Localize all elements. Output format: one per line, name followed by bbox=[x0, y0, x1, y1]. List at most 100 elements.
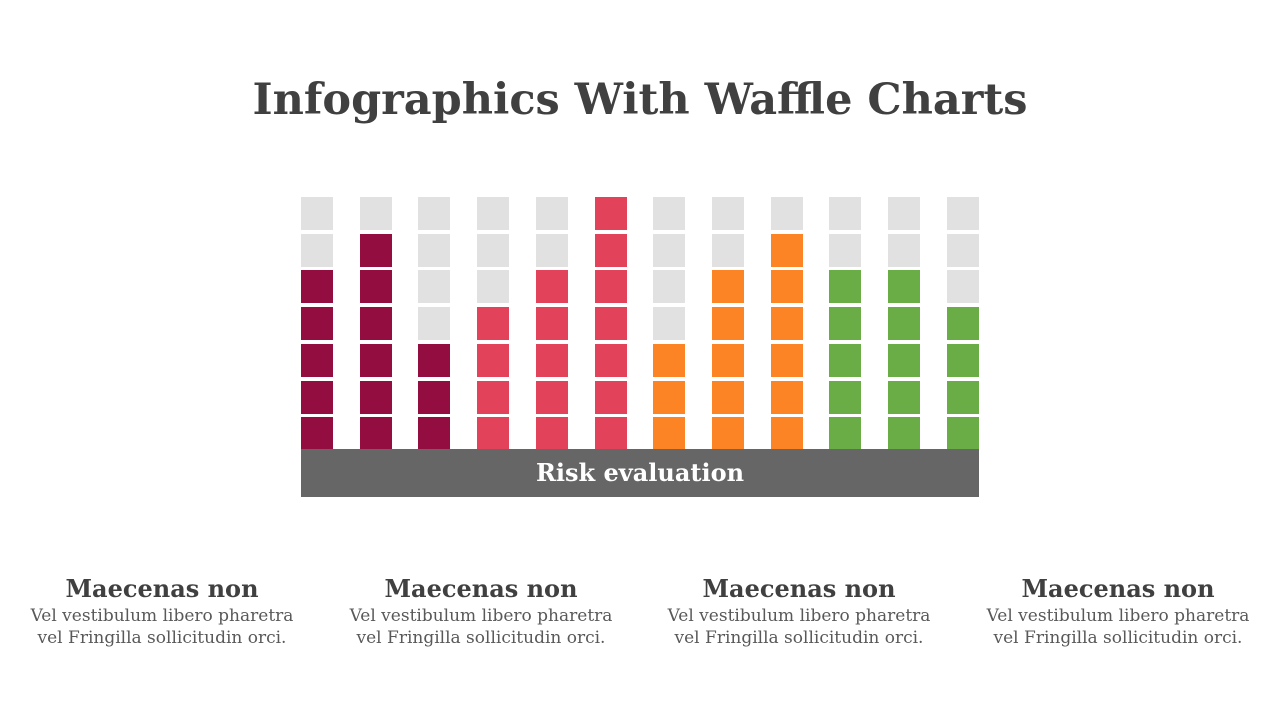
waffle-cell-empty bbox=[829, 234, 861, 267]
waffle-cell-empty bbox=[771, 197, 803, 230]
waffle-cell-filled bbox=[477, 344, 509, 377]
waffle-cell-empty bbox=[477, 270, 509, 303]
waffle-cell-filled bbox=[595, 344, 627, 377]
waffle-cell-empty bbox=[888, 234, 920, 267]
waffle-cell-filled bbox=[595, 381, 627, 414]
waffle-cell-filled bbox=[301, 270, 333, 303]
waffle-cell-filled bbox=[536, 344, 568, 377]
waffle-cell-filled bbox=[712, 307, 744, 340]
info-card-2: Maecenas non Vel vestibulum libero phare… bbox=[331, 573, 631, 649]
waffle-cell-filled bbox=[829, 381, 861, 414]
waffle-cell-empty bbox=[536, 197, 568, 230]
card-text-line-2: vel Fringilla sollicitudin orci. bbox=[356, 628, 606, 648]
waffle-cell-empty bbox=[829, 197, 861, 230]
waffle-cell-filled bbox=[360, 381, 392, 414]
info-card-4: Maecenas non Vel vestibulum libero phare… bbox=[968, 573, 1268, 649]
waffle-cell-empty bbox=[653, 234, 685, 267]
waffle-cell-filled bbox=[653, 381, 685, 414]
waffle-cell-filled bbox=[360, 307, 392, 340]
waffle-cell-filled bbox=[771, 307, 803, 340]
waffle-cell-filled bbox=[712, 344, 744, 377]
waffle-cell-filled bbox=[595, 417, 627, 450]
card-text-line-2: vel Fringilla sollicitudin orci. bbox=[993, 628, 1243, 648]
waffle-cell-filled bbox=[829, 417, 861, 450]
waffle-cell-filled bbox=[536, 307, 568, 340]
waffle-cell-filled bbox=[477, 307, 509, 340]
waffle-cell-filled bbox=[653, 417, 685, 450]
waffle-cell-empty bbox=[947, 234, 979, 267]
waffle-cell-empty bbox=[418, 234, 450, 267]
waffle-cell-empty bbox=[947, 197, 979, 230]
card-text-line-1: Vel vestibulum libero pharetra bbox=[349, 606, 613, 626]
waffle-cell-filled bbox=[712, 381, 744, 414]
waffle-cell-filled bbox=[360, 234, 392, 267]
waffle-cell-filled bbox=[418, 417, 450, 450]
waffle-cell-filled bbox=[771, 270, 803, 303]
waffle-cell-filled bbox=[536, 417, 568, 450]
waffle-cell-filled bbox=[595, 197, 627, 230]
waffle-cell-filled bbox=[301, 381, 333, 414]
waffle-cell-filled bbox=[771, 234, 803, 267]
risk-evaluation-label: Risk evaluation bbox=[301, 449, 979, 497]
waffle-cell-filled bbox=[888, 381, 920, 414]
waffle-cell-filled bbox=[301, 417, 333, 450]
waffle-cell-empty bbox=[360, 197, 392, 230]
waffle-cell-filled bbox=[595, 234, 627, 267]
waffle-cell-filled bbox=[888, 307, 920, 340]
waffle-cell-filled bbox=[595, 270, 627, 303]
waffle-cell-filled bbox=[477, 417, 509, 450]
waffle-cell-filled bbox=[712, 270, 744, 303]
waffle-cell-filled bbox=[888, 344, 920, 377]
page-title: Infographics With Waffle Charts bbox=[252, 75, 1028, 125]
waffle-cell-filled bbox=[947, 381, 979, 414]
waffle-cell-filled bbox=[595, 307, 627, 340]
waffle-cell-filled bbox=[536, 381, 568, 414]
waffle-cell-empty bbox=[477, 197, 509, 230]
waffle-cell-filled bbox=[360, 417, 392, 450]
waffle-cell-filled bbox=[536, 270, 568, 303]
waffle-cell-empty bbox=[418, 197, 450, 230]
card-text-line-2: vel Fringilla sollicitudin orci. bbox=[37, 628, 287, 648]
card-title: Maecenas non bbox=[384, 574, 578, 603]
waffle-cell-empty bbox=[477, 234, 509, 267]
card-text-line-1: Vel vestibulum libero pharetra bbox=[667, 606, 931, 626]
waffle-cell-empty bbox=[301, 197, 333, 230]
waffle-cell-empty bbox=[418, 307, 450, 340]
waffle-cell-filled bbox=[771, 381, 803, 414]
waffle-cell-empty bbox=[653, 270, 685, 303]
card-text-line-1: Vel vestibulum libero pharetra bbox=[30, 606, 294, 626]
card-text-line-2: vel Fringilla sollicitudin orci. bbox=[674, 628, 924, 648]
waffle-cell-filled bbox=[771, 344, 803, 377]
waffle-cell-filled bbox=[947, 417, 979, 450]
waffle-cell-filled bbox=[829, 270, 861, 303]
waffle-cell-filled bbox=[829, 307, 861, 340]
waffle-cell-filled bbox=[301, 307, 333, 340]
waffle-cell-filled bbox=[418, 381, 450, 414]
waffle-cell-empty bbox=[947, 270, 979, 303]
waffle-cell-filled bbox=[418, 344, 450, 377]
waffle-cell-empty bbox=[888, 197, 920, 230]
waffle-cell-filled bbox=[829, 344, 861, 377]
waffle-cell-filled bbox=[947, 344, 979, 377]
card-title: Maecenas non bbox=[1021, 574, 1215, 603]
info-card-3: Maecenas non Vel vestibulum libero phare… bbox=[649, 573, 949, 649]
waffle-cell-filled bbox=[947, 307, 979, 340]
card-text-line-1: Vel vestibulum libero pharetra bbox=[986, 606, 1250, 626]
waffle-cell-empty bbox=[712, 197, 744, 230]
waffle-cell-filled bbox=[888, 417, 920, 450]
waffle-cell-filled bbox=[653, 344, 685, 377]
waffle-cell-empty bbox=[712, 234, 744, 267]
waffle-cell-filled bbox=[477, 381, 509, 414]
waffle-cell-filled bbox=[360, 270, 392, 303]
waffle-cell-empty bbox=[653, 197, 685, 230]
card-title: Maecenas non bbox=[65, 574, 259, 603]
waffle-cell-filled bbox=[301, 344, 333, 377]
waffle-cell-filled bbox=[712, 417, 744, 450]
waffle-cell-empty bbox=[418, 270, 450, 303]
waffle-cell-empty bbox=[653, 307, 685, 340]
waffle-cell-empty bbox=[536, 234, 568, 267]
waffle-cell-filled bbox=[360, 344, 392, 377]
info-card-1: Maecenas non Vel vestibulum libero phare… bbox=[12, 573, 312, 649]
waffle-cell-filled bbox=[771, 417, 803, 450]
card-title: Maecenas non bbox=[702, 574, 896, 603]
